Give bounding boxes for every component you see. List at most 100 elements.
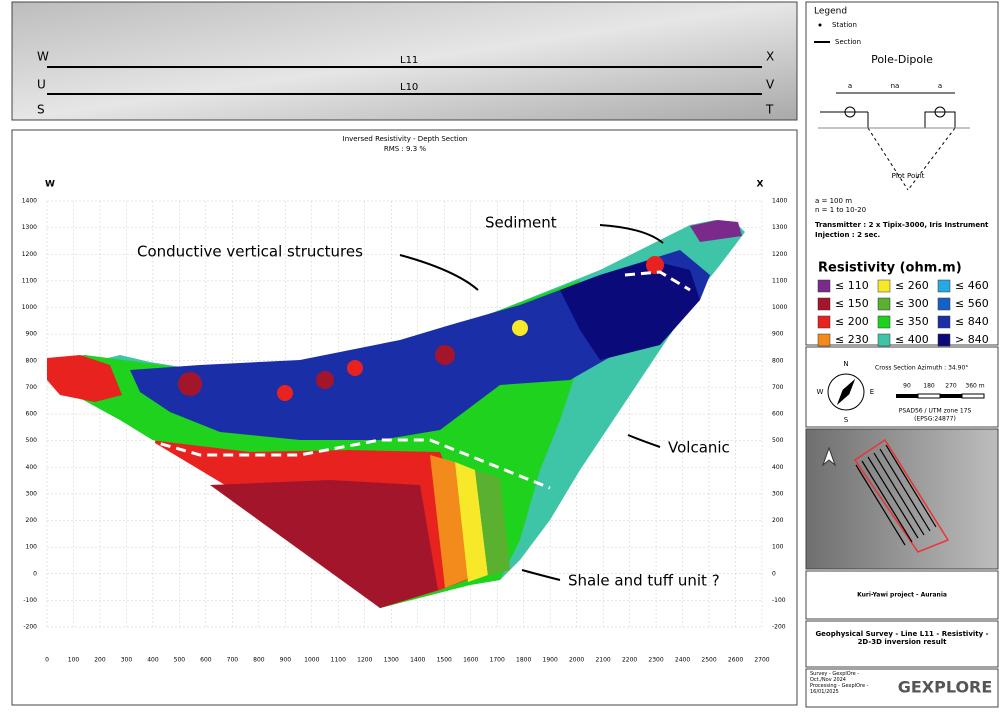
x-tick-label: 300 bbox=[121, 657, 133, 664]
y-tick-label: 500 bbox=[772, 437, 784, 444]
x-tick-label: 2400 bbox=[675, 657, 690, 664]
y-tick-label: 300 bbox=[772, 490, 784, 497]
compass-label: S bbox=[844, 416, 849, 424]
y-tick-label: 0 bbox=[33, 570, 37, 577]
legend-label: ≤ 400 bbox=[895, 333, 929, 346]
y-tick-label: 500 bbox=[26, 437, 38, 444]
y-tick-label: 800 bbox=[26, 357, 38, 364]
legend-swatch bbox=[877, 297, 891, 311]
y-tick-label: 600 bbox=[772, 411, 784, 418]
icon bbox=[818, 23, 822, 27]
array-name: Pole-Dipole bbox=[871, 53, 933, 66]
legend-label: ≤ 460 bbox=[955, 279, 989, 292]
x-tick-label: 2500 bbox=[701, 657, 716, 664]
legend-label: ≤ 840 bbox=[955, 315, 989, 328]
resistivity-title: Resistivity (ohm.m) bbox=[818, 261, 962, 276]
legend-text: Station bbox=[832, 21, 857, 29]
corner-label: U bbox=[37, 78, 46, 92]
y-tick-label: 1100 bbox=[22, 277, 37, 284]
resistivity-section bbox=[47, 220, 745, 608]
y-tick-label: 700 bbox=[772, 384, 784, 391]
legend-text: Section bbox=[835, 38, 861, 46]
y-tick-label: 400 bbox=[772, 464, 784, 471]
y-tick-label: 900 bbox=[772, 331, 784, 338]
y-tick-label: 200 bbox=[772, 517, 784, 524]
corner-label: X bbox=[766, 50, 774, 64]
corner-label: V bbox=[766, 78, 775, 92]
credits: Survey - GexplOre - Oct./Nov 2024 Process… bbox=[810, 671, 880, 695]
compass bbox=[827, 373, 865, 411]
x-tick-label: 1200 bbox=[357, 657, 372, 664]
logo: GEXPLORE bbox=[898, 678, 993, 697]
y-tick-label: 1000 bbox=[772, 304, 787, 311]
legend-label: ≤ 350 bbox=[895, 315, 929, 328]
zone bbox=[47, 355, 122, 402]
y-tick-label: 0 bbox=[772, 570, 776, 577]
annotation: Shale and tuff unit ? bbox=[568, 572, 720, 590]
x-tick-label: 1500 bbox=[437, 657, 452, 664]
x-tick-label: 1900 bbox=[543, 657, 558, 664]
scale-bar bbox=[896, 393, 985, 399]
compass-label: W bbox=[817, 388, 824, 396]
y-tick-label: 100 bbox=[772, 544, 784, 551]
spacing: a bbox=[848, 82, 852, 90]
zone bbox=[455, 462, 488, 582]
zone bbox=[435, 345, 455, 365]
chart-title: Inversed Resistivity - Depth Section bbox=[343, 135, 468, 143]
zone bbox=[316, 371, 334, 389]
legend-label: ≤ 150 bbox=[835, 297, 869, 310]
y-tick-label: -200 bbox=[772, 624, 786, 631]
y-tick-label: 200 bbox=[26, 517, 38, 524]
y-tick-label: 1000 bbox=[22, 304, 37, 311]
survey: Survey - GexplOre - Oct./Nov 2024 bbox=[810, 671, 860, 683]
scale-tick: 270 bbox=[945, 383, 957, 390]
x-tick-label: 1000 bbox=[304, 657, 319, 664]
legend-swatch bbox=[877, 315, 891, 329]
zone bbox=[512, 320, 528, 336]
legend-swatch bbox=[937, 333, 951, 347]
x-tick-label: 1700 bbox=[490, 657, 505, 664]
y-tick-label: 900 bbox=[26, 331, 38, 338]
y-tick-label: 800 bbox=[772, 357, 784, 364]
annotation: Conductive vertical structures bbox=[137, 243, 363, 261]
line-label: L11 bbox=[400, 55, 418, 66]
legend-swatch bbox=[817, 297, 831, 311]
x-tick-label: 400 bbox=[147, 657, 159, 664]
compass-needle bbox=[836, 378, 856, 406]
spacing: na bbox=[891, 82, 900, 90]
annotation: Sediment bbox=[485, 214, 557, 232]
legend-label: ≤ 110 bbox=[835, 279, 869, 292]
zone bbox=[210, 480, 438, 608]
survey-title-box: Geophysical Survey - Line L11 - Resistiv… bbox=[815, 630, 988, 646]
legend-swatch bbox=[817, 315, 831, 329]
interpreted-contact bbox=[624, 270, 691, 292]
end-label: X bbox=[757, 180, 764, 190]
compass-label: E bbox=[870, 388, 874, 396]
zone bbox=[178, 372, 202, 396]
x-tick-label: 2600 bbox=[728, 657, 743, 664]
y-tick-label: 1400 bbox=[22, 198, 37, 205]
param: n = 1 to 10-20 bbox=[815, 206, 866, 214]
location-map bbox=[821, 438, 950, 553]
zone bbox=[475, 470, 510, 576]
legend-swatch bbox=[877, 279, 891, 293]
x-tick-label: 2700 bbox=[754, 657, 769, 664]
interpreted-contact bbox=[129, 433, 551, 490]
y-tick-label: 300 bbox=[26, 490, 38, 497]
legend-swatch bbox=[817, 333, 831, 347]
scale-tick: 180 bbox=[923, 383, 935, 390]
scale-tick: 90 bbox=[903, 383, 911, 390]
x-tick-label: 900 bbox=[280, 657, 292, 664]
x-tick-label: 0 bbox=[45, 657, 49, 664]
map-panel bbox=[11, 1, 798, 121]
y-tick-label: 600 bbox=[26, 411, 38, 418]
spacing: a bbox=[938, 82, 942, 90]
x-tick-label: 2000 bbox=[569, 657, 584, 664]
zone bbox=[646, 256, 664, 274]
line-label: L10 bbox=[400, 82, 418, 93]
legend-title: Legend bbox=[814, 7, 847, 17]
y-tick-label: 1300 bbox=[22, 224, 37, 231]
legend-label: ≤ 200 bbox=[835, 315, 869, 328]
x-tick-label: 200 bbox=[94, 657, 106, 664]
